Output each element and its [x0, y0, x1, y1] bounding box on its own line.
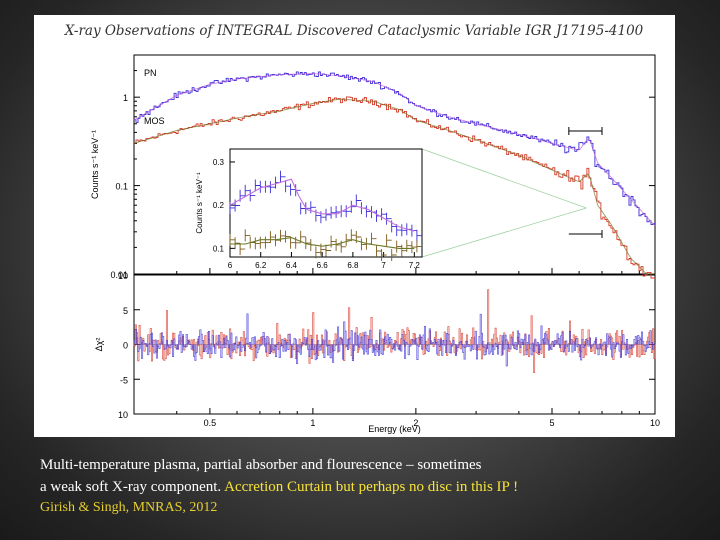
zoom-guide-line-bottom [421, 207, 587, 258]
inset-x-tick-label: 6.2 [255, 261, 267, 270]
inset-y-axis-label: Counts s⁻¹ keV⁻¹ [195, 172, 204, 234]
inset-y-tick-label: 0.1 [213, 244, 225, 253]
inset-pn-model-line [229, 178, 415, 232]
spectrum-y-tick-label: 0.01 [110, 270, 128, 280]
inset-mos-model-line [230, 237, 415, 249]
spectrum-figure: X-ray Observations of INTEGRAL Discovere… [34, 15, 675, 437]
inset-y-tick-label: 0.2 [213, 201, 225, 210]
x-tick-label: 5 [550, 418, 555, 428]
x-tick-label: 0.5 [204, 418, 217, 428]
x-axis-label: Energy (keV) [368, 424, 421, 434]
inset-x-tick-label: 6.6 [317, 261, 329, 270]
mos-residual-line [133, 289, 656, 373]
inset-x-tick-label: 6.8 [347, 261, 359, 270]
residual-y-tick-label: 10 [118, 410, 128, 420]
spectrum-panel-frame [133, 54, 656, 275]
x-tick-label: 1 [310, 418, 315, 428]
inset-x-tick-label: 7 [381, 261, 386, 270]
mos-model-line [133, 98, 655, 275]
figure-title: X-ray Observations of INTEGRAL Discovere… [64, 23, 644, 39]
inset-x-tick-label: 6 [228, 261, 233, 270]
inset-pn-data-line [229, 170, 422, 242]
inset-y-tick-label: 0.3 [213, 158, 225, 167]
inset-x-tick-label: 6.4 [286, 261, 298, 270]
residual-y-tick-label: 5 [123, 306, 128, 316]
citation: Girish & Singh, MNRAS, 2012 [40, 500, 218, 515]
spectrum-y-axis-label: Counts s⁻¹ keV⁻¹ [90, 130, 100, 199]
legend-mos: MOS [144, 116, 165, 126]
caption-line-1: Multi-temperature plasma, partial absorb… [40, 457, 482, 473]
residual-y-axis-label: Δχ² [94, 338, 104, 352]
x-tick-label: 10 [650, 418, 660, 428]
pn-residual-line [133, 313, 656, 367]
spectrum-figure-svg: X-ray Observations of INTEGRAL Discovere… [64, 23, 660, 434]
residual-y-tick-label: 10 [118, 271, 128, 281]
zoom-guide-line-top [421, 148, 587, 209]
legend-pn: PN [144, 68, 157, 78]
residual-y-tick-label: -5 [120, 375, 128, 385]
pn-spectrum-line [134, 71, 655, 226]
caption-line-2-start: a weak soft X-ray component. [40, 479, 225, 495]
inset-x-tick-label: 7.2 [409, 261, 421, 270]
residual-y-tick-label: 0 [123, 341, 128, 351]
caption-line-2: a weak soft X-ray component. Accretion C… [40, 477, 518, 497]
spectrum-y-tick-label: 1 [123, 93, 128, 103]
mos-spectrum-line [134, 96, 655, 279]
pn-model-line [133, 73, 656, 227]
caption-highlight: Accretion Curtain but perhaps no disc in… [224, 479, 519, 495]
spectrum-y-tick-label: 0.1 [115, 182, 128, 192]
x-tick-label: 2 [413, 418, 418, 428]
inset-panel-frame [229, 148, 423, 258]
